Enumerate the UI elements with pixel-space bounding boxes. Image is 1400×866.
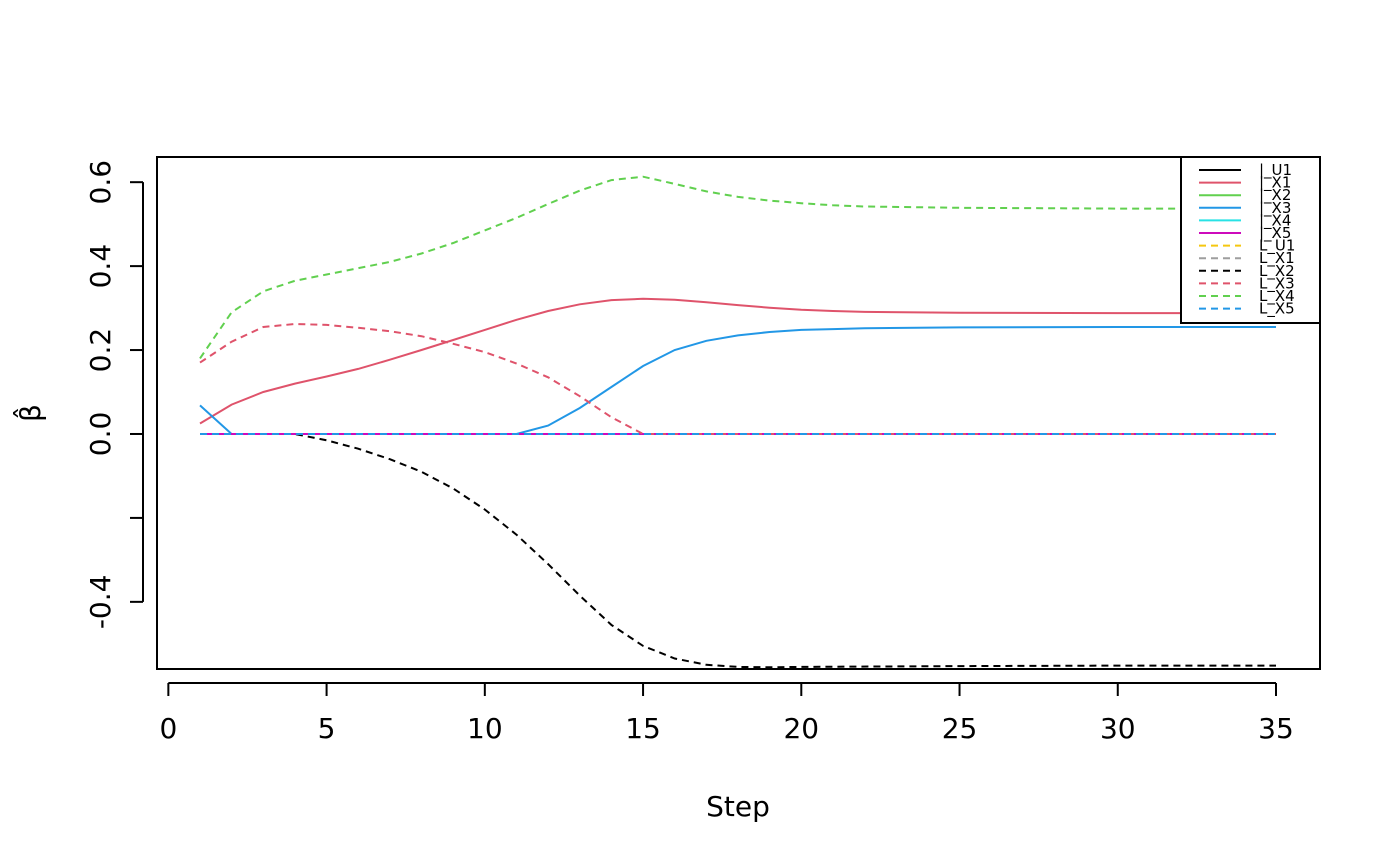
y-tick-label: 0.2: [84, 328, 117, 373]
series-line-3: [199, 326, 1276, 435]
legend-label: |_X4: [1259, 211, 1291, 230]
x-tick-label: 5: [318, 712, 336, 745]
legend-label: L_X2: [1259, 262, 1295, 281]
y-tick-label: -0.4: [84, 575, 117, 630]
x-axis-label: Step: [706, 790, 770, 823]
x-tick-label: 30: [1100, 712, 1136, 745]
legend-label: L_X4: [1259, 287, 1295, 306]
x-tick-label: 20: [783, 712, 819, 745]
series-layer: [199, 175, 1276, 669]
x-tick-label: 35: [1258, 712, 1294, 745]
legend-label: |_X5: [1259, 224, 1291, 243]
x-tick-label: 25: [942, 712, 978, 745]
series-line-9: [199, 322, 1276, 435]
plot-frame: [156, 156, 1321, 670]
y-tick-label: 0.4: [84, 244, 117, 289]
legend-label: |_X2: [1259, 186, 1291, 205]
legend-label: L_X5: [1259, 300, 1295, 319]
x-axis: 0 5 10 15 20 25 30 35: [159, 682, 1294, 745]
legend-label: L_X3: [1259, 274, 1295, 293]
x-tick-label: 0: [159, 712, 177, 745]
series-line-8: [200, 433, 1276, 669]
legend: |_U1|_X1|_X2|_X3|_X4|_X5L_U1L_X1L_X2L_X3…: [1180, 156, 1321, 324]
legend-label: |_X3: [1259, 199, 1291, 218]
x-tick-label: 15: [625, 712, 661, 745]
legend-label: |_U1: [1259, 161, 1292, 180]
y-axis: -0.4 0.0 0.2 0.4 0.6: [84, 160, 144, 630]
series-line-10: [199, 175, 1276, 359]
x-tick-label: 10: [467, 712, 503, 745]
legend-label: L_X1: [1259, 249, 1295, 268]
legend-label: |_X1: [1259, 174, 1291, 193]
y-tick-label: 0.6: [84, 160, 117, 205]
series-line-1: [199, 297, 1276, 425]
legend-label: L_U1: [1259, 237, 1295, 256]
y-tick-label: 0.0: [84, 412, 117, 457]
y-axis-label: β̂: [11, 404, 47, 422]
